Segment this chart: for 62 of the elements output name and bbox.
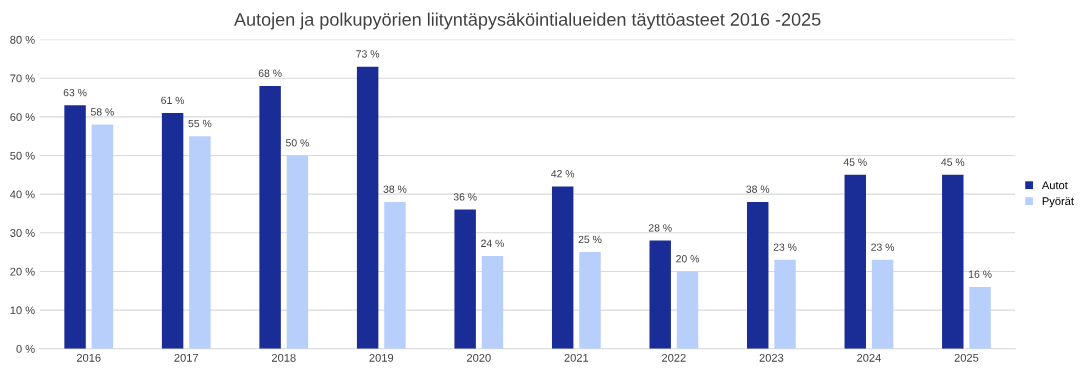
- bar: [676, 271, 699, 349]
- bar: [969, 286, 991, 349]
- bar: [871, 259, 894, 349]
- data-label: 68 %: [258, 69, 282, 77]
- bar: [942, 174, 964, 349]
- data-label: 73 %: [356, 50, 380, 58]
- x-tick-label: 2017: [174, 353, 199, 362]
- bar: [579, 252, 601, 349]
- data-label: 36 %: [453, 193, 477, 201]
- data-label: 45 %: [843, 158, 867, 166]
- x-tick-label: 2025: [954, 353, 979, 362]
- bar: [481, 255, 504, 349]
- data-label: 50 %: [285, 139, 309, 147]
- bar: [774, 259, 796, 349]
- bar: [189, 136, 211, 349]
- data-label: 23 %: [773, 243, 797, 251]
- y-tick-label: 50 %: [10, 151, 35, 160]
- bar: [551, 186, 574, 349]
- bar: [747, 201, 769, 349]
- y-tick-label: 10 %: [10, 306, 35, 315]
- y-tick-label: 70 %: [10, 74, 35, 83]
- bar: [649, 240, 671, 349]
- y-tick-label: 20 %: [10, 267, 35, 276]
- data-label: 61 %: [161, 96, 185, 104]
- y-tick-label: 80 %: [10, 35, 35, 44]
- x-tick-label: 2018: [271, 353, 296, 362]
- y-tick-label: 40 %: [10, 190, 35, 199]
- bar: [356, 66, 379, 349]
- bar: [454, 209, 476, 349]
- x-tick-label: 2020: [467, 353, 491, 362]
- legend-label: Pyörät: [1042, 197, 1074, 208]
- data-label: 23 %: [871, 243, 895, 251]
- x-tick-label: 2016: [76, 353, 101, 362]
- bar: [384, 201, 406, 349]
- data-label: 20 %: [676, 255, 700, 263]
- data-label: 55 %: [188, 119, 212, 128]
- x-tick-label: 2024: [857, 353, 881, 362]
- data-label: 16 %: [969, 270, 992, 278]
- data-label: 25 %: [578, 235, 602, 244]
- data-label: 42 %: [551, 170, 575, 178]
- y-tick-label: 60 %: [10, 113, 35, 122]
- chart-title: Autojen ja polkupyörien liityntäpysäköintialueiden täyttöasteet 2016 -2025: [234, 12, 821, 30]
- data-label: 28 %: [648, 224, 672, 232]
- x-tick-label: 2022: [662, 353, 686, 362]
- bar: [161, 113, 184, 349]
- bar: [64, 105, 86, 349]
- bar: [844, 174, 866, 349]
- x-tick-label: 2021: [564, 353, 589, 362]
- legend-label: Autot: [1041, 181, 1068, 190]
- x-tick-label: 2023: [759, 353, 784, 362]
- bar: [286, 155, 309, 349]
- data-label: 58 %: [90, 108, 114, 116]
- data-label: 38 %: [383, 185, 407, 193]
- x-tick-label: 2019: [369, 353, 394, 362]
- data-label: 63 %: [63, 88, 87, 97]
- data-label: 45 %: [941, 158, 965, 166]
- y-tick-label: 30 %: [10, 229, 35, 237]
- bar: [91, 124, 114, 349]
- y-tick-label: 0 %: [16, 344, 35, 353]
- bar: [259, 85, 281, 349]
- data-label: 24 %: [481, 239, 504, 247]
- data-label: 38 %: [746, 185, 770, 193]
